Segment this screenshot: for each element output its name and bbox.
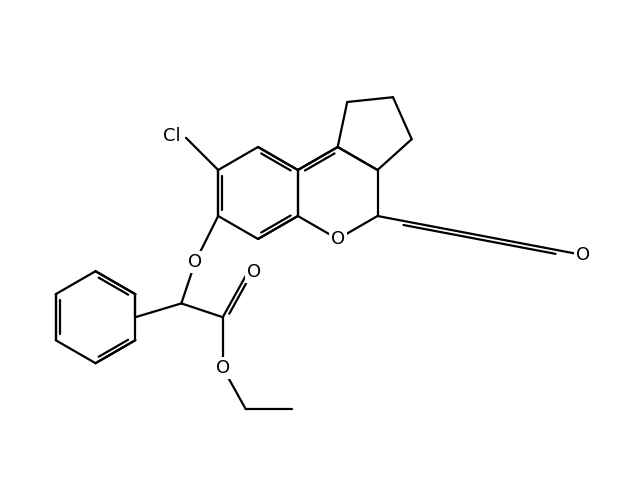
Text: O: O <box>188 253 202 271</box>
Text: O: O <box>576 246 590 264</box>
Text: O: O <box>247 263 261 281</box>
Text: O: O <box>216 359 230 377</box>
Text: Cl: Cl <box>163 127 181 145</box>
Text: O: O <box>331 230 345 248</box>
